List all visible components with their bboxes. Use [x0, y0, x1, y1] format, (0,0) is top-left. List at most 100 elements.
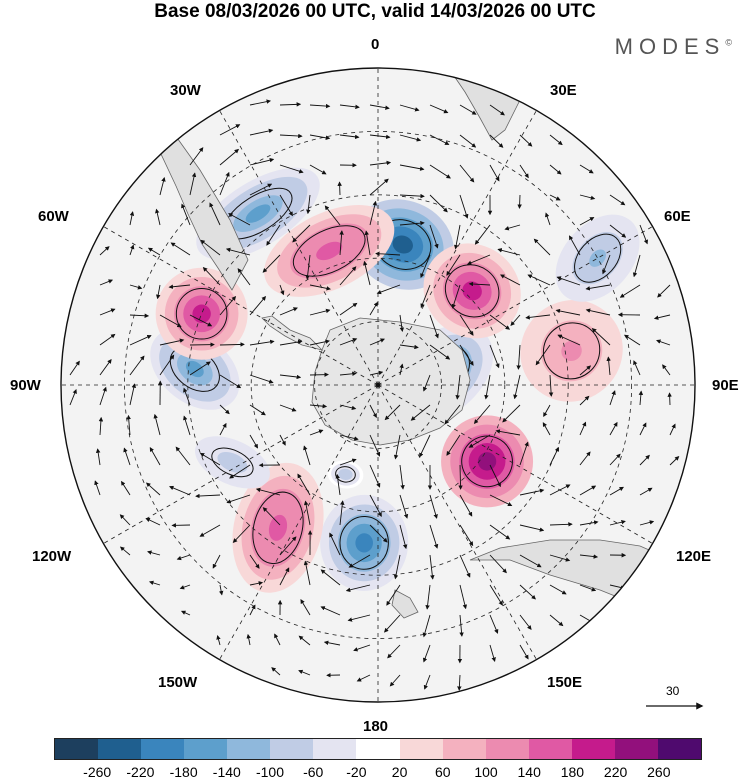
wind-arrow [309, 308, 331, 316]
wind-arrow [446, 254, 461, 276]
wind-arrow [384, 614, 401, 633]
wind-arrow [249, 183, 273, 196]
contour-line [339, 515, 389, 570]
wind-arrow [129, 383, 137, 406]
wind-arrow [489, 344, 500, 369]
wind-arrow [249, 128, 274, 136]
wind-arrow [459, 104, 477, 115]
wind-arrow [219, 404, 230, 415]
wind-arrow [458, 464, 463, 490]
wind-arrow [339, 266, 357, 286]
wind-arrow [129, 335, 152, 346]
wind-arrow [232, 524, 251, 543]
wind-arrow [423, 674, 431, 690]
wind-arrow [484, 374, 491, 400]
wind-arrow [555, 308, 581, 316]
wind-arrow [335, 473, 341, 496]
wind-arrow [459, 494, 473, 517]
wind-arrow [292, 224, 311, 243]
wind-arrow [271, 667, 281, 676]
wind-arrow [199, 524, 221, 537]
wind-arrow [517, 194, 522, 209]
wind-arrow [121, 480, 131, 496]
wind-arrow [266, 224, 281, 246]
wind-arrow [585, 308, 611, 316]
colorbar-segment [614, 739, 658, 759]
wind-arrow [249, 295, 267, 316]
latitude-circle [250, 257, 506, 513]
colorbar-segment [657, 739, 701, 759]
wind-arrow [279, 164, 304, 174]
new-zealand-coast [391, 589, 419, 619]
wind-arrow [216, 635, 221, 646]
colorbar-tick-label: 260 [647, 764, 671, 780]
wind-arrow [579, 365, 592, 376]
wind-arrow [219, 148, 240, 166]
anomaly-australia-west [423, 243, 521, 339]
lon-label-120w: 120W [32, 548, 72, 565]
wind-arrow [543, 404, 551, 418]
wind-arrow [309, 429, 324, 436]
wind-arrow [329, 532, 341, 556]
wind-arrow [129, 244, 135, 256]
wind-arrow [489, 314, 511, 330]
wind-arrow [274, 633, 281, 646]
wind-arrow [202, 266, 221, 286]
wind-arrow [218, 584, 224, 596]
wind-arrow [159, 314, 182, 328]
wind-arrow [429, 134, 450, 145]
wind-arrow [579, 554, 599, 559]
contour-line [211, 447, 254, 478]
anomaly-south-pacific-east [155, 267, 248, 360]
wind-arrow [639, 520, 655, 526]
anomaly-contour [341, 471, 350, 478]
wind-arrow [399, 193, 425, 199]
contour-line [252, 491, 304, 565]
wind-arrow [262, 254, 281, 273]
wind-arrow [199, 452, 221, 466]
wind-arrow [309, 284, 331, 291]
anomaly-drake [194, 436, 270, 489]
wind-arrow [422, 614, 431, 638]
wind-arrow [339, 371, 357, 377]
wind-arrow [549, 584, 567, 595]
wind-arrow [145, 482, 161, 496]
wind-arrow [542, 422, 551, 436]
colorbar-segment [313, 739, 357, 759]
wind-arrow [339, 302, 358, 316]
wind-arrow [519, 164, 529, 179]
wind-arrow [369, 370, 384, 376]
wind-arrow [176, 554, 191, 561]
anomaly-contour [355, 533, 373, 553]
wind-arrow [549, 484, 571, 496]
wind-arrow [305, 254, 311, 280]
lon-label-120e: 120E [676, 548, 712, 565]
wind-arrow [638, 390, 644, 406]
lon-label-150e: 150E [547, 674, 583, 691]
wind-arrow [364, 230, 371, 256]
wind-arrow [123, 447, 131, 466]
wind-arrow [609, 520, 626, 526]
wind-arrow [183, 387, 191, 406]
meridian-line [219, 110, 379, 386]
wind-arrow [579, 584, 597, 592]
wind-arrow [170, 242, 191, 256]
anomaly-contour [477, 452, 497, 471]
wind-arrow [387, 644, 401, 659]
wind-arrow [129, 211, 135, 226]
wind-arrow [279, 404, 297, 412]
wind-arrow [181, 203, 191, 226]
wind-arrow [169, 485, 191, 496]
wind-arrow [375, 251, 401, 257]
lon-label-60w: 60W [38, 208, 69, 225]
wind-arrow [455, 374, 461, 400]
colorbar-tick-label: -220 [126, 764, 155, 780]
wind-arrow [569, 235, 581, 256]
wind-arrow [429, 164, 451, 179]
wind-arrow [429, 524, 439, 549]
contour-line [574, 233, 622, 283]
wind-arrow [225, 247, 251, 256]
wind-arrow [399, 344, 419, 350]
wind-arrow [348, 554, 371, 568]
colorbar-segment [399, 739, 443, 759]
